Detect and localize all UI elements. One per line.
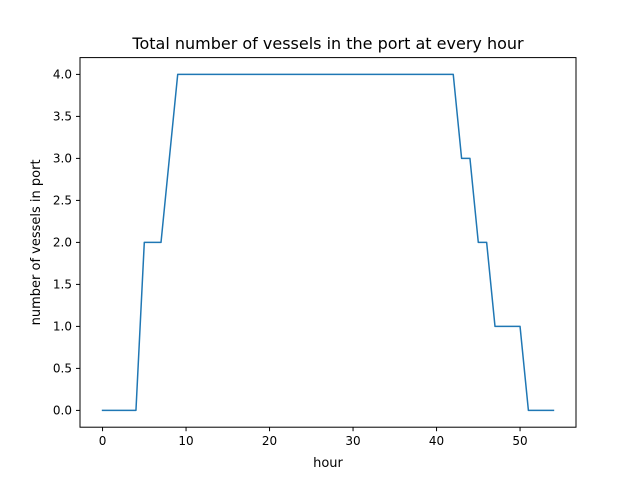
x-tick-label: 20 bbox=[262, 434, 277, 448]
x-tick-label: 0 bbox=[99, 434, 107, 448]
y-tick-label: 0.0 bbox=[53, 403, 72, 417]
y-tick-label: 3.5 bbox=[53, 109, 72, 123]
x-tick-label: 30 bbox=[345, 434, 360, 448]
y-tick-label: 3.0 bbox=[53, 151, 72, 165]
y-tick-label: 4.0 bbox=[53, 67, 72, 81]
series-layer bbox=[101, 73, 555, 412]
y-tick-label: 0.5 bbox=[53, 361, 72, 375]
x-tick-label: 10 bbox=[178, 434, 193, 448]
y-tick-label: 1.5 bbox=[53, 277, 72, 291]
x-axis-label: hour bbox=[313, 456, 343, 471]
y-axis-label: number of vessels in port bbox=[29, 159, 44, 325]
series-line bbox=[101, 73, 555, 412]
chart-title: Total number of vessels in the port at e… bbox=[131, 34, 524, 53]
y-tick-label: 2.5 bbox=[53, 193, 72, 207]
x-axis: 0 10 20 30 40 50 bbox=[99, 427, 528, 448]
x-tick-label: 40 bbox=[429, 434, 444, 448]
x-tick-label: 50 bbox=[512, 434, 527, 448]
y-axis: 0.0 0.5 1.0 1.5 2.0 2.5 3.0 3.5 4.0 bbox=[53, 67, 80, 417]
y-tick-label: 2.0 bbox=[53, 235, 72, 249]
y-tick-label: 1.0 bbox=[53, 319, 72, 333]
